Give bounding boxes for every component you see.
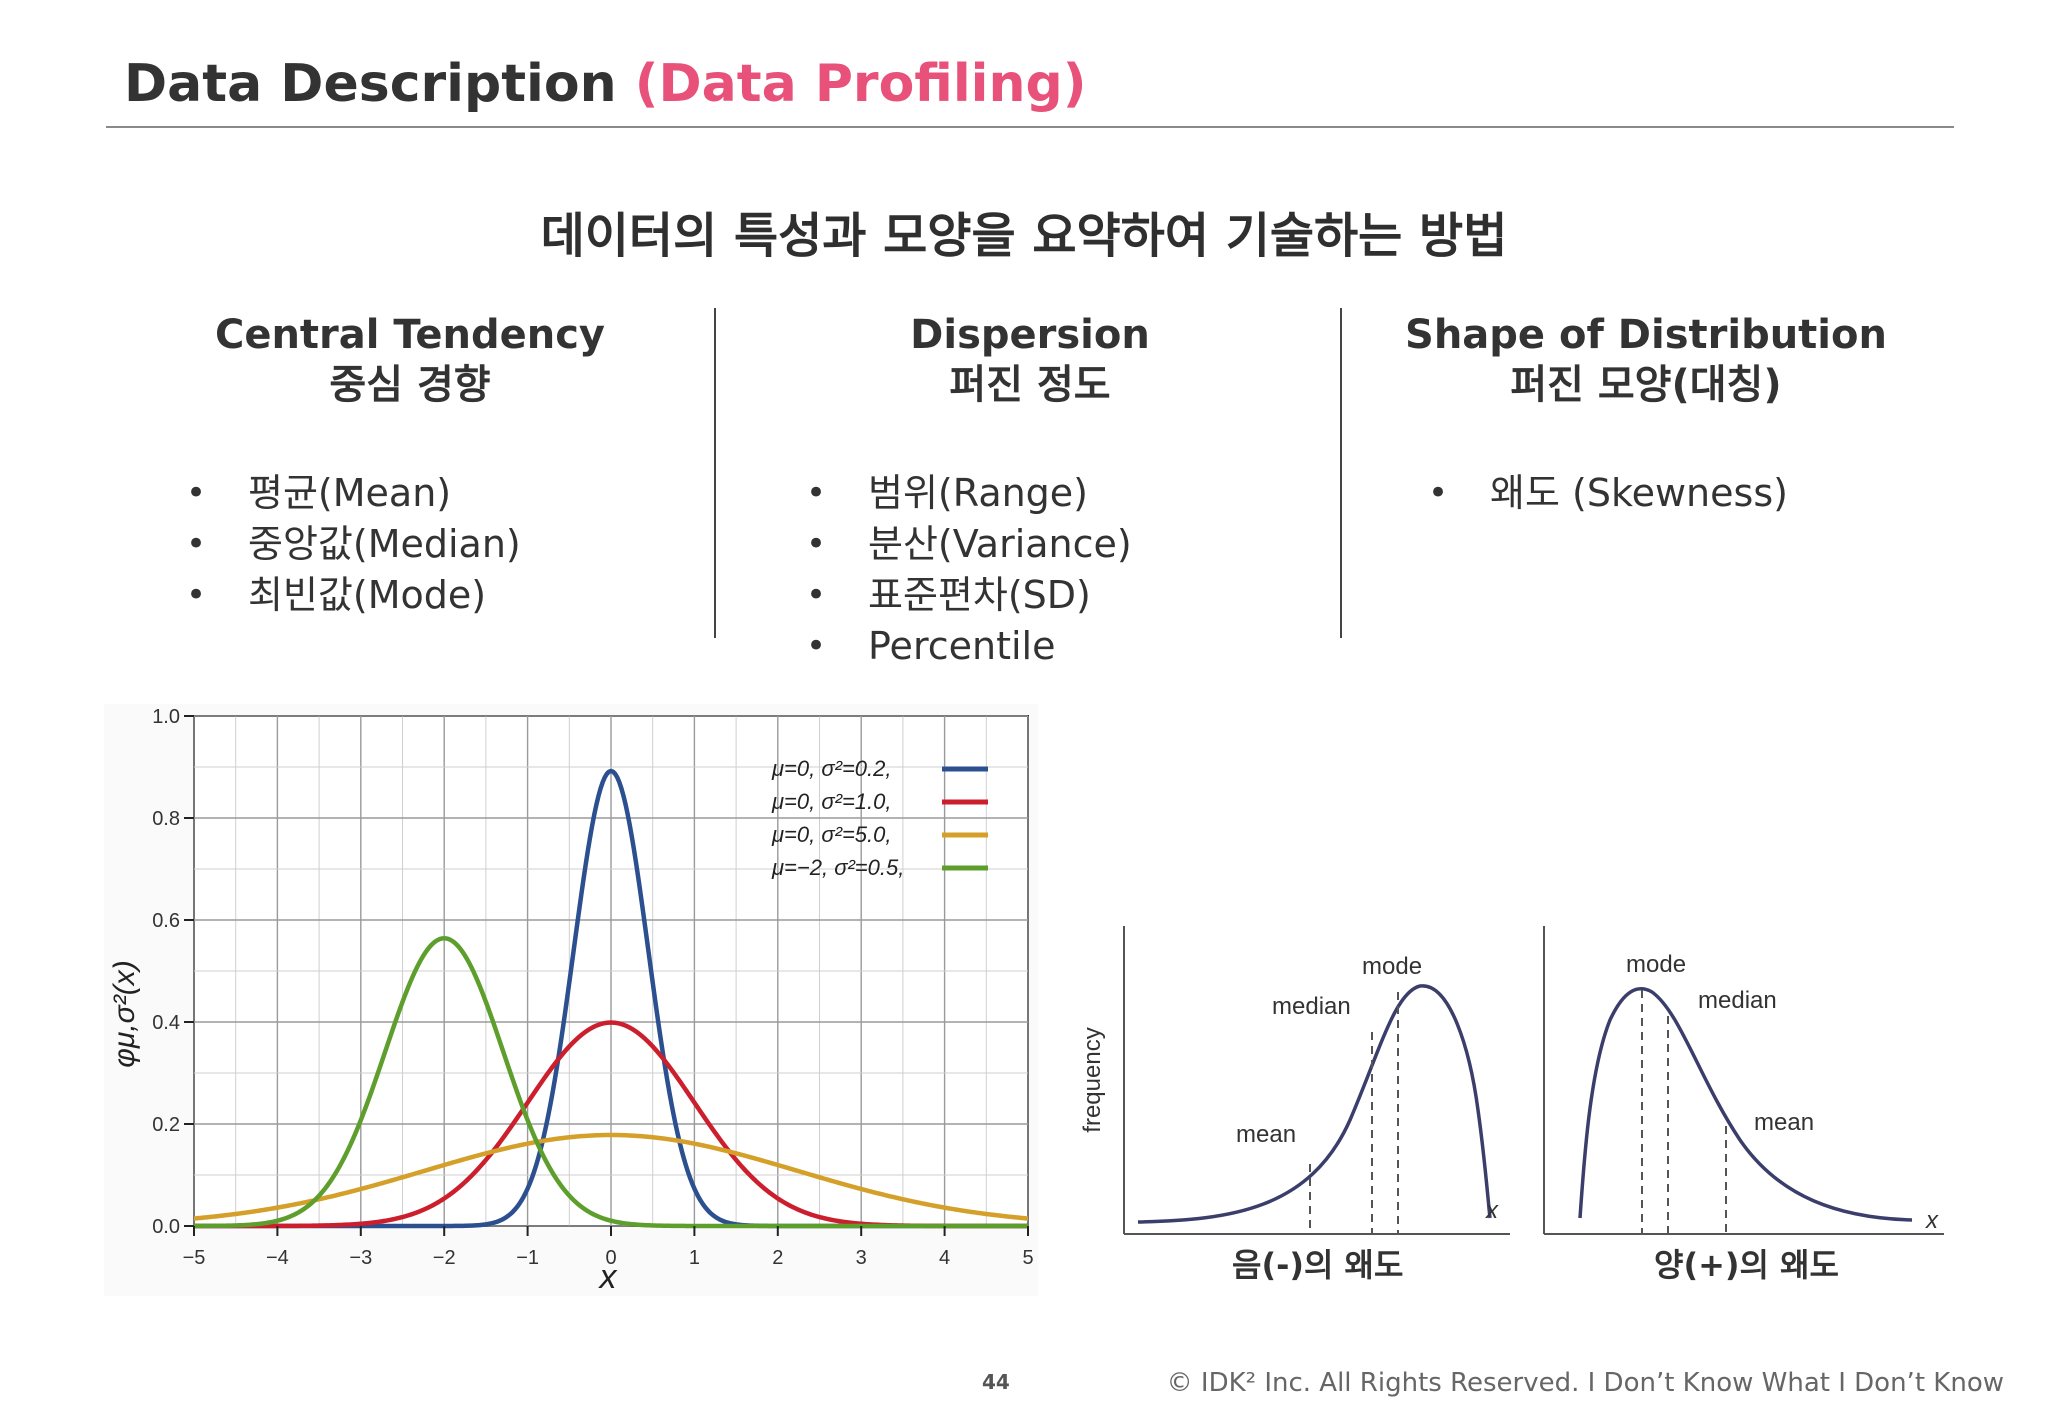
- y-axis-label: frequency: [1080, 1027, 1106, 1132]
- x-tick-label: 4: [939, 1247, 950, 1269]
- shape-list: 왜도 (Skewness): [1428, 468, 1956, 519]
- series-line: [193, 1132, 1029, 1221]
- annotation-mode: mode: [1626, 951, 1686, 978]
- annotation-median: median: [1272, 993, 1351, 1020]
- legend-label: μ=−2, σ²=0.5,: [771, 855, 904, 880]
- distribution-curve: [1578, 987, 1913, 1222]
- x-tick-label: 5: [1022, 1247, 1033, 1269]
- title-divider: [106, 126, 1954, 128]
- annotation-mean: mean: [1236, 1121, 1296, 1148]
- column-shape-of-distribution: Shape of Distribution 퍼진 모양(대칭) 왜도 (Skew…: [1336, 310, 1956, 519]
- dispersion-list: 범위(Range) 분산(Variance) 표준편차(SD) Percenti…: [806, 468, 1340, 672]
- column-central-tendency: Central Tendency 중심 경향 평균(Mean) 중앙값(Medi…: [100, 310, 720, 621]
- list-item: 범위(Range): [806, 468, 1340, 519]
- page-title: Data Description (Data Profiling): [124, 54, 1087, 114]
- column-heading-ko: 퍼진 모양(대칭): [1510, 362, 1782, 408]
- list-item: 분산(Variance): [806, 519, 1340, 570]
- x-tick-label: 2: [772, 1247, 783, 1269]
- x-tick-label: −5: [183, 1247, 206, 1269]
- x-axis-label: x: [1925, 1207, 1939, 1234]
- y-tick-label: 0.4: [152, 1012, 180, 1034]
- central-tendency-list: 평균(Mean) 중앙값(Median) 최빈값(Mode): [186, 468, 720, 621]
- column-heading-ko: 퍼진 정도: [949, 362, 1111, 408]
- list-item: 왜도 (Skewness): [1428, 468, 1956, 519]
- normal-distribution-chart: −5 −4 −3 −2 −1 0 1 2 3 4 5 0.0 0.2 0.4 0.6 0.8 1.0 μ=0, …: [104, 704, 1038, 1296]
- list-item: 표준편차(SD): [806, 570, 1340, 621]
- positive-skew-chart: mode median mean x: [1543, 926, 1944, 1235]
- x-axis-label: x: [598, 1258, 618, 1296]
- annotation-median: median: [1698, 987, 1777, 1014]
- y-tick-label: 0.0: [152, 1216, 180, 1238]
- legend-label: μ=0, σ²=5.0,: [771, 822, 892, 847]
- list-item: Percentile: [806, 621, 1340, 672]
- y-tick-label: 0.2: [152, 1114, 180, 1136]
- x-tick-label: −3: [349, 1247, 372, 1269]
- negative-skew-chart: mode median mean frequency x: [1080, 926, 1510, 1235]
- y-tick-label: 1.0: [152, 706, 180, 728]
- y-axis-label: φμ,σ²(x): [108, 960, 141, 1067]
- chart-ticks: −5 −4 −3 −2 −1 0 1 2 3 4 5 0.0 0.2 0.4 0.6 0.8 1.0: [152, 706, 1033, 1269]
- x-tick-label: 0: [605, 1247, 616, 1269]
- chart-grid: [193, 715, 1029, 1227]
- legend-label: μ=0, σ²=1.0,: [771, 789, 892, 814]
- x-tick-label: −2: [433, 1247, 456, 1269]
- negative-skew-caption: 음(-)의 왜도: [1232, 1246, 1404, 1284]
- x-axis-label: x: [1485, 1197, 1499, 1224]
- x-tick-label: −4: [266, 1247, 289, 1269]
- y-tick-label: 0.8: [152, 808, 180, 830]
- column-divider: [714, 308, 716, 638]
- list-item: 중앙값(Median): [186, 519, 720, 570]
- x-tick-label: −1: [516, 1247, 539, 1269]
- legend-label: μ=0, σ²=0.2,: [771, 756, 892, 781]
- annotation-mean: mean: [1754, 1109, 1814, 1136]
- column-dispersion: Dispersion 퍼진 정도 범위(Range) 분산(Variance) …: [720, 310, 1340, 672]
- column-heading-ko: 중심 경향: [329, 362, 491, 408]
- chart-legend: μ=0, σ²=0.2, μ=0, σ²=1.0, μ=0, σ²=5.0, μ=−2…: [771, 756, 988, 880]
- list-item: 평균(Mean): [186, 468, 720, 519]
- distribution-curve: [1137, 984, 1492, 1224]
- column-heading-en: Shape of Distribution: [1405, 312, 1887, 358]
- series-line: [193, 936, 1029, 1229]
- column-heading-en: Central Tendency: [214, 312, 606, 358]
- page-subtitle: 데이터의 특성과 모양을 요약하여 기술하는 방법: [540, 208, 1508, 264]
- page-title-main: Data Description: [124, 54, 617, 114]
- copyright-notice: © IDK² Inc. All Rights Reserved. I Don’t…: [1166, 1368, 2004, 1398]
- column-heading-en: Dispersion: [910, 312, 1150, 358]
- page-number: 44: [982, 1370, 1010, 1394]
- x-tick-label: 3: [856, 1247, 867, 1269]
- chart-curves: [193, 768, 1029, 1229]
- list-item: 최빈값(Mode): [186, 570, 720, 621]
- column-divider: [1340, 308, 1342, 638]
- page-title-accent: (Data Profiling): [634, 54, 1087, 114]
- annotation-mode: mode: [1362, 953, 1422, 980]
- positive-skew-caption: 양(+)의 왜도: [1654, 1246, 1839, 1284]
- y-tick-label: 0.6: [152, 910, 180, 932]
- x-tick-label: 1: [689, 1247, 700, 1269]
